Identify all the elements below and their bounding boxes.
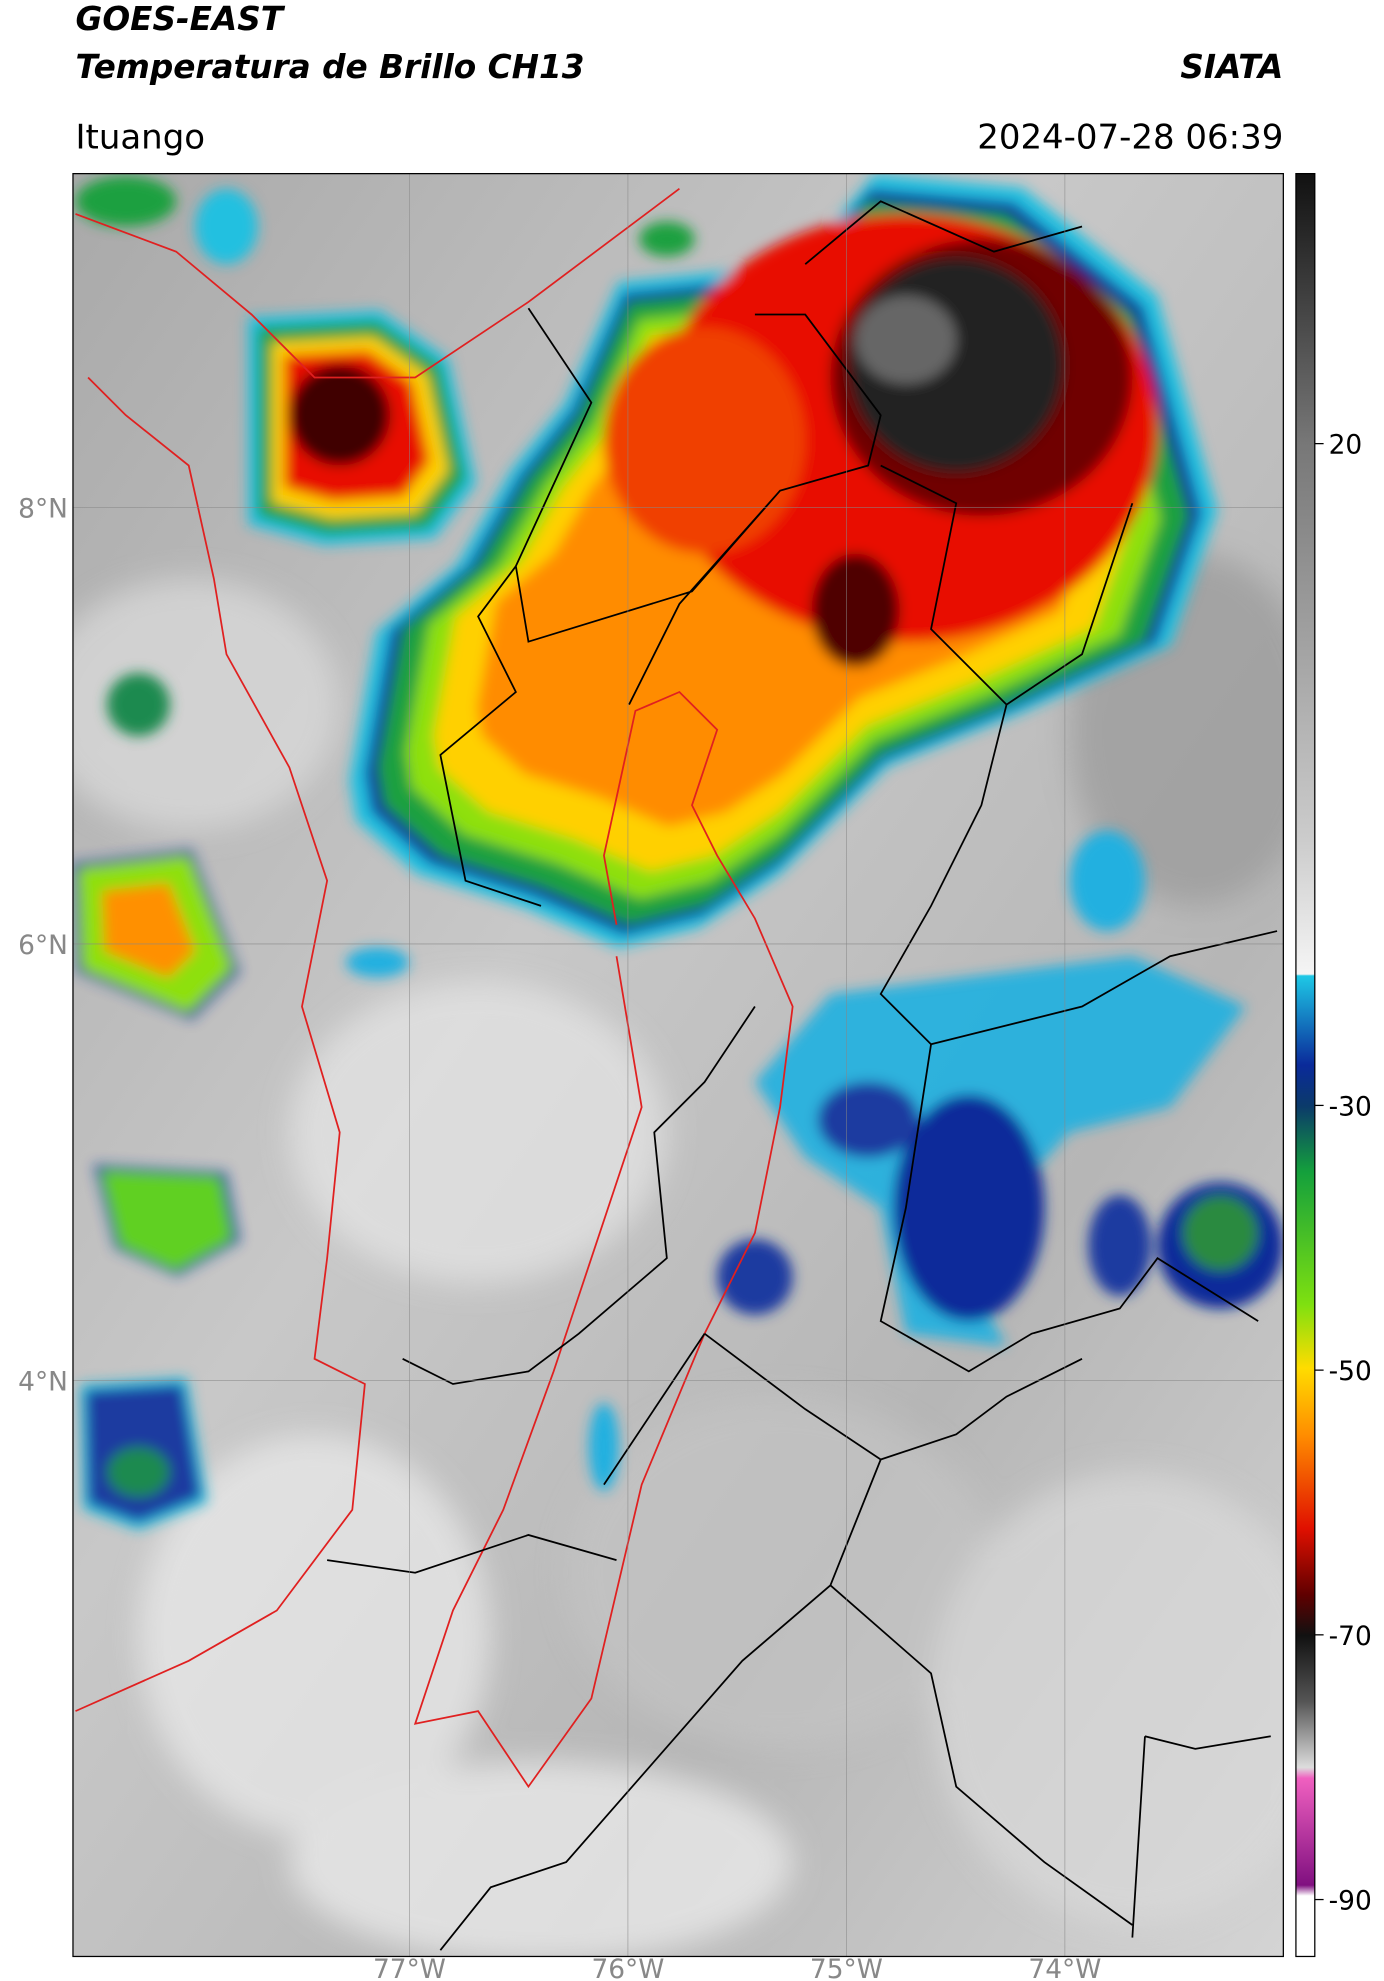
lon-tick-label: 76°W: [591, 1954, 664, 1981]
subtitle: Temperatura de Brillo CH13: [75, 48, 584, 86]
source: SIATA: [1180, 48, 1283, 86]
lat-tick-label: 8°N: [18, 494, 68, 525]
colorbar: [1295, 172, 1316, 1958]
colorbar-tick-label: 20: [1329, 430, 1363, 461]
lon-tick-label: 75°W: [810, 1954, 883, 1981]
colorbar-tick-label: -70: [1329, 1621, 1372, 1652]
datetime: 2024-07-28 06:39: [977, 117, 1283, 157]
grid: [72, 173, 1284, 1957]
colorbar-tick-label: -30: [1329, 1091, 1372, 1122]
lon-tick-label: 77°W: [373, 1954, 446, 1981]
title: GOES-EAST: [75, 0, 285, 38]
colorbar-tick-label: -50: [1329, 1356, 1372, 1387]
lon-tick-label: 74°W: [1028, 1954, 1101, 1981]
map-image: [72, 173, 1284, 1957]
colorbar-tick-label: -90: [1329, 1886, 1372, 1917]
location: Ituango: [75, 117, 205, 157]
lat-tick-label: 6°N: [18, 930, 68, 961]
map-frame: [72, 172, 1284, 1958]
lat-tick-label: 4°N: [18, 1366, 68, 1397]
